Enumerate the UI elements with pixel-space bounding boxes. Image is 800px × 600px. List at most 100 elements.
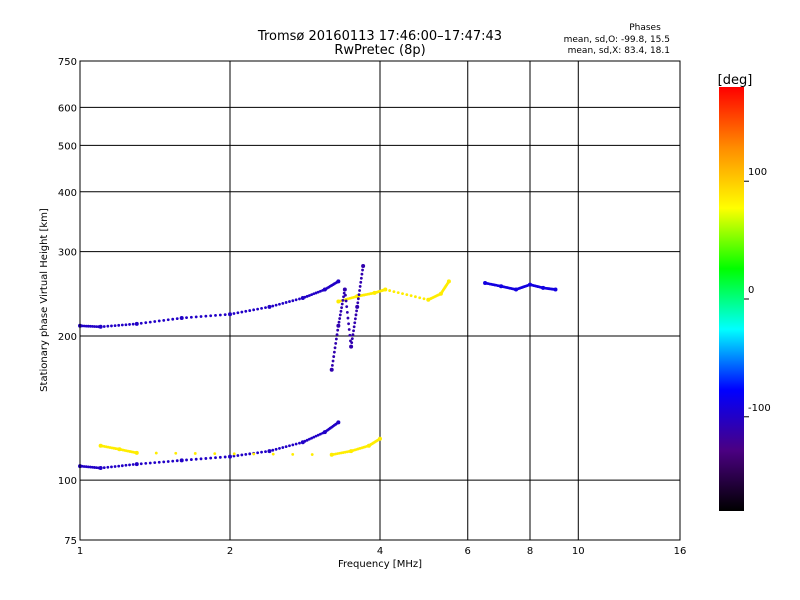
trace-marker [264, 450, 267, 454]
trace-marker [120, 323, 124, 327]
trace-marker [124, 463, 128, 467]
trace-marker [336, 328, 340, 332]
trace-marker [240, 310, 244, 314]
trace-marker [110, 465, 113, 469]
colorbar-tick-label: 100 [748, 167, 767, 178]
trace-marker [344, 293, 347, 297]
trace-marker [351, 333, 355, 337]
trace-marker [303, 295, 307, 299]
trace-marker [214, 313, 217, 317]
trace-marker [120, 464, 124, 468]
trace-marker [204, 457, 208, 460]
trace-marker [204, 314, 208, 318]
trace-marker [291, 443, 295, 447]
trace-marker [331, 359, 335, 363]
trace-marker [189, 458, 193, 461]
trace-marker [154, 451, 158, 455]
trace-marker [131, 463, 135, 466]
data-point [336, 323, 341, 328]
trace-marker [175, 459, 179, 463]
trace-marker [342, 295, 345, 299]
y-tick-label: 400 [58, 188, 77, 199]
y-tick-label: 100 [58, 476, 77, 487]
trace-marker [347, 328, 351, 331]
trace-marker [355, 309, 358, 313]
trace-marker [348, 333, 352, 337]
trace-marker [80, 464, 84, 468]
x-tick-label: 1 [77, 546, 83, 557]
trace-marker [341, 299, 345, 302]
trace-marker [82, 465, 86, 468]
data-point [336, 279, 341, 284]
phase-info-title: Phases [629, 23, 661, 33]
colorbar-label: [deg] [718, 73, 753, 88]
trace-marker [332, 350, 336, 354]
trace-marker [418, 296, 422, 300]
trace-marker [153, 320, 157, 323]
trace-marker [90, 465, 94, 469]
trace-marker [171, 459, 175, 463]
data-point [267, 304, 272, 309]
data-point [179, 458, 184, 463]
trace-marker [148, 461, 152, 465]
trace-marker [291, 452, 295, 456]
trace-marker [346, 316, 350, 320]
trace-marker [175, 317, 179, 321]
trace-marker [240, 453, 244, 457]
trace-marker [310, 436, 314, 440]
trace-marker [294, 442, 298, 446]
trace-marker [319, 289, 322, 293]
trace-marker [157, 319, 161, 323]
trace-marker [102, 466, 106, 470]
trace-marker [139, 462, 143, 466]
trace-marker [388, 289, 392, 292]
x-tick-labels: 1 2 4 6 8 10 16 [77, 546, 687, 557]
y-axis-label: Stationary phase Virtual Height [km] [39, 208, 50, 392]
trace-marker [185, 316, 188, 320]
trace-marker [162, 460, 166, 464]
data-point [98, 466, 103, 471]
trace-marker [232, 454, 236, 458]
trace-marker [405, 293, 409, 297]
trace-marker [84, 324, 88, 328]
trace-marker [236, 311, 240, 315]
trace-marker [314, 291, 318, 295]
trace-marker [422, 297, 426, 301]
trace-marker [199, 457, 203, 461]
trace-marker [113, 465, 117, 468]
trace-marker [308, 294, 311, 297]
data-point [228, 312, 232, 317]
trace-marker [223, 313, 227, 317]
trace-marker [153, 461, 157, 465]
trace-marker [345, 310, 349, 314]
colorbar-tick-label: -100 [748, 403, 771, 414]
trace-marker [90, 325, 94, 328]
trace-marker [353, 317, 357, 321]
trace-marker [193, 452, 197, 455]
trace-marker [332, 355, 336, 358]
trace-marker [113, 324, 117, 328]
trace-marker [256, 451, 260, 455]
trace-marker [260, 450, 263, 454]
phase-info-x: mean, sd,X: 83.4, 18.1 [568, 46, 670, 56]
trace-marker [95, 325, 98, 329]
trace-marker [82, 324, 86, 328]
trace-marker [359, 276, 363, 280]
data-point [553, 287, 558, 292]
data-point [179, 316, 184, 321]
trace-marker [93, 325, 96, 328]
trace-marker [218, 313, 222, 317]
trace-marker [131, 322, 135, 326]
trace-marker [86, 324, 90, 328]
trace-marker [353, 321, 357, 325]
trace-marker [340, 302, 344, 306]
colorbar-tick-label: 0 [748, 285, 754, 296]
trace-marker [288, 300, 291, 303]
trace-marker [359, 280, 363, 284]
y-tick-labels: 75 100 200 300 400 500 600 750 [58, 57, 77, 547]
trace-marker [352, 329, 355, 333]
trace-marker [124, 323, 128, 327]
trace-marker [342, 291, 346, 295]
data-point [98, 324, 103, 329]
trace-marker [236, 454, 240, 457]
